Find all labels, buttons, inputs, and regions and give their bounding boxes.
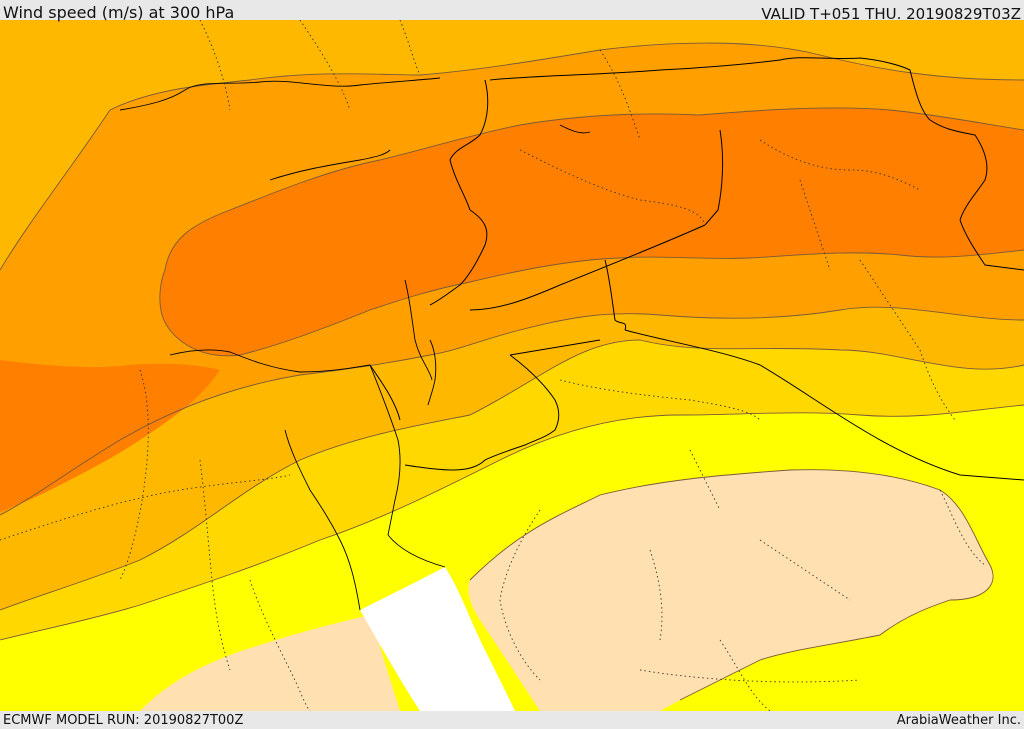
contour-lines	[0, 42, 1024, 701]
footer-bar	[0, 711, 1024, 729]
internal-boundaries	[0, 20, 986, 711]
credit-label: ArabiaWeather Inc.	[896, 713, 1021, 728]
band-white	[360, 567, 515, 711]
political-borders	[369, 57, 1024, 481]
band-dark-orange	[159, 107, 1024, 356]
coastlines	[119, 77, 591, 611]
band-peach-sw	[140, 615, 400, 711]
map-title: Wind speed (m/s) at 300 hPa	[3, 3, 235, 22]
valid-time-label: VALID T+051 THU. 20190829T03Z	[761, 5, 1021, 23]
wind-speed-map[interactable]	[0, 20, 1024, 711]
band-dark-orange-sw	[0, 360, 220, 512]
band-peach-se	[468, 469, 994, 711]
header-bar	[0, 0, 1024, 20]
model-run-label: ECMWF MODEL RUN: 20190827T00Z	[3, 713, 244, 728]
